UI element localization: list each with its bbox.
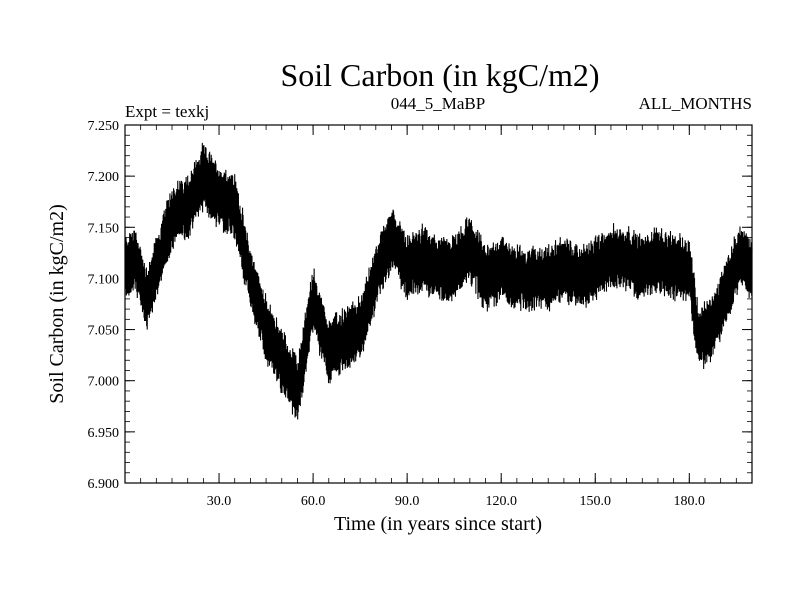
x-tick-label: 120.0 bbox=[485, 494, 517, 509]
chart-subtitle-right: ALL_MONTHS bbox=[639, 94, 752, 113]
chart-title: Soil Carbon (in kgC/m2) bbox=[280, 57, 599, 93]
y-axis: 6.900 6.950 7.000 7.050 7.100 7.150 7.200 7.250 bbox=[88, 119, 752, 492]
x-tick-label: 60.0 bbox=[301, 494, 326, 509]
y-tick-label: 7.250 bbox=[88, 119, 120, 134]
chart-subtitle-left: Expt = texkj bbox=[125, 102, 209, 121]
soil-carbon-series-line bbox=[124, 142, 753, 420]
y-tick-label: 6.900 bbox=[88, 477, 120, 492]
y-tick-label: 7.200 bbox=[88, 170, 120, 185]
x-tick-label: 180.0 bbox=[674, 494, 706, 509]
y-tick-label: 7.100 bbox=[88, 272, 120, 287]
y-tick-label: 7.150 bbox=[88, 221, 120, 236]
x-tick-label: 90.0 bbox=[395, 494, 420, 509]
y-tick-label: 6.950 bbox=[88, 426, 120, 441]
chart-subtitle-center: 044_5_MaBP bbox=[391, 94, 485, 113]
y-tick-label: 7.050 bbox=[88, 324, 120, 339]
y-axis-label: Soil Carbon (in kgC/m2) bbox=[46, 204, 68, 403]
x-tick-label: 150.0 bbox=[580, 494, 612, 509]
x-axis: 30.0 60.0 90.0 120.0 150.0 180.0 bbox=[140, 125, 737, 509]
x-axis-label: Time (in years since start) bbox=[334, 513, 542, 535]
x-tick-label: 30.0 bbox=[207, 494, 232, 509]
y-tick-label: 7.000 bbox=[88, 375, 120, 390]
